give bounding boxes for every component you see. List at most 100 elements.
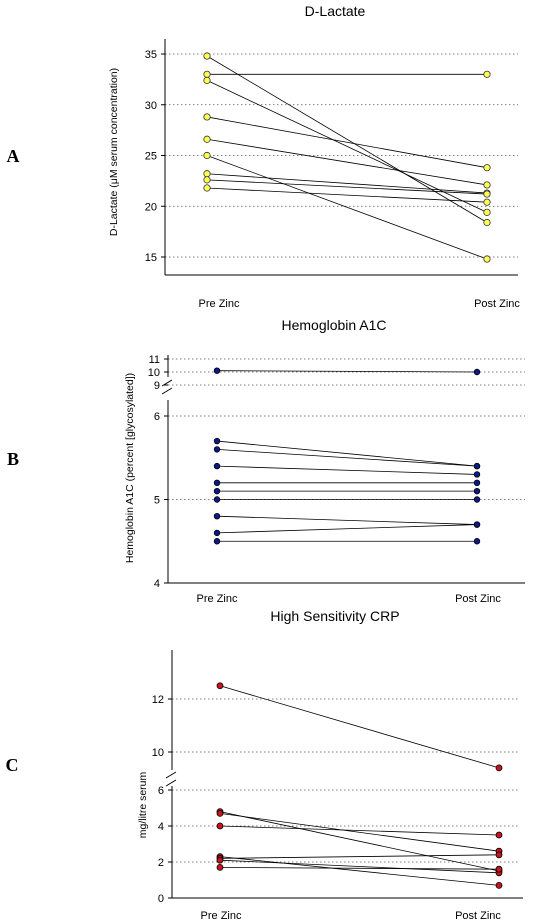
panel-a-y-tick-4: 35 [145,49,157,61]
panel-b-x-tick-post: Post Zinc [455,593,501,605]
panel-a-point-pre-3 [203,113,211,121]
panel-b-point-pre-9 [213,538,221,545]
panel-c-point-post-7 [495,865,503,873]
panel-b-connector-8 [216,524,478,534]
panel-b-y-axis-label: Hemoglobin A1C (percent [glycosylated]) [124,373,136,563]
panel-b-connector-3 [216,465,478,475]
panel-b-point-post-3 [473,471,481,478]
panel-c-y-axis-label: mg/litre serum [137,771,149,838]
panel-a-point-pre-4 [203,135,211,143]
panel-c-point-pre-7 [216,864,224,871]
panel-a-connector-4 [206,138,488,186]
panel-a-point-pre-1 [203,70,211,78]
panel-c-y-tick-4: 10 [152,747,164,759]
panel-a-point-post-7 [483,190,491,198]
panel-c-point-pre-0 [216,682,224,690]
panel-a-point-pre-6 [203,170,211,178]
panel-b-point-post-4 [473,479,481,486]
panel-b-point-pre-2 [213,446,221,453]
panel-b-point-post-8 [473,521,481,528]
panel-b-point-post-5 [473,487,481,495]
panel-a-connector-7 [206,179,488,195]
panel-b-point-post-2 [473,462,481,470]
panel-a-point-pre-8 [203,184,211,192]
panel-c-connector-0 [219,685,500,769]
panel-c-connector-6 [219,859,500,874]
panel-c-point-post-5 [495,851,503,859]
panel-a-x-tick-pre: Pre Zinc [199,298,240,310]
panel-a-y-ticks: 15 20 25 30 35 [145,49,165,264]
panel-b-connector-1 [216,440,478,467]
panel-c-connector-2 [219,813,500,852]
panel-c: High Sensitivity CRP C mg/litre serum 0 2… [6,608,523,922]
panel-a-point-post-2 [483,208,491,216]
panel-a-title: D-Lactate [305,3,366,19]
panel-c-connectors [219,685,500,886]
panel-a-point-post-0 [483,218,491,227]
panel-b-point-pre-6 [213,496,221,503]
panel-b-title: Hemoglobin A1C [281,317,386,333]
panel-a-connector-8 [206,187,488,203]
panel-c-title: High Sensitivity CRP [270,608,399,624]
panel-b-point-pre-3 [213,462,221,470]
panel-a-point-post-1 [483,70,491,78]
panel-b-point-pre-4 [213,479,221,486]
panel-a-axes [164,39,518,276]
panel-c-point-post-0 [495,764,503,772]
panel-c-connector-4 [219,856,500,886]
panel-a-connector-6 [206,173,488,194]
panel-b-point-post-0 [473,368,481,376]
panel-a-y-axis-label: D-Lactate (μM serum concentration) [108,68,120,236]
panel-c-label: C [6,755,19,775]
panel-a-connectors [206,55,488,260]
panel-a-x-tick-post: Post Zinc [474,298,520,310]
panel-b-y-tick-0: 4 [154,578,160,590]
panel-b-points [213,367,481,545]
panel-a-y-tick-2: 25 [145,151,157,163]
panel-a-y-tick-3: 30 [145,100,157,112]
panel-c-y-tick-3: 6 [158,785,164,797]
panel-b-y-tick-1: 5 [154,495,160,507]
panel-a-point-post-4 [483,181,491,189]
panel-c-point-post-3 [495,831,503,839]
panel-b-point-pre-5 [213,487,221,495]
panel-c-y-tick-2: 4 [158,821,164,833]
panel-b-y-tick-5: 11 [149,354,160,366]
panel-b-point-pre-7 [213,513,221,520]
panel-a-y-tick-1: 20 [145,201,157,213]
panel-c-y-tick-5: 12 [152,694,164,706]
panel-a-connector-2 [206,80,488,213]
panel-a-point-pre-7 [203,176,211,184]
panel-c-points [216,682,503,889]
panel-a-point-post-8 [483,198,491,206]
panel-b-connector-0 [216,370,478,373]
panel-a: D-Lactate A D-Lactate (μM serum concentr… [7,3,521,310]
panel-c-connector-5 [219,854,500,859]
panel-c-axes [165,650,523,899]
panel-c-axis-break [165,771,177,779]
panel-c-connector-3 [219,825,500,836]
panel-c-connector-1 [219,811,500,872]
panel-c-x-tick-pre: Pre Zinc [201,910,242,922]
panel-b-connector-2 [216,449,478,467]
panel-a-y-tick-0: 15 [145,252,157,264]
panel-b: Hemoglobin A1C B Hemoglobin A1C (percent… [7,317,525,605]
panel-a-connector-3 [206,116,488,169]
panel-c-y-ticks: 0 2 4 6 10 12 [152,694,172,905]
panel-b-axis-break [161,379,173,387]
panel-b-connector-7 [216,515,478,525]
panel-c-point-pre-6 [216,856,224,864]
panel-a-label: A [7,146,20,166]
panel-c-y-tick-0: 0 [158,893,164,905]
panel-b-point-post-6 [473,496,481,503]
panel-a-point-pre-2 [203,76,211,84]
panel-a-point-post-3 [483,164,491,172]
panel-c-connector-7 [219,867,500,870]
panel-b-gridlines [168,358,525,584]
panel-c-point-pre-3 [216,822,224,830]
panel-b-connectors [216,370,478,542]
panel-b-axes [161,355,525,584]
panel-b-point-pre-0 [213,367,221,374]
